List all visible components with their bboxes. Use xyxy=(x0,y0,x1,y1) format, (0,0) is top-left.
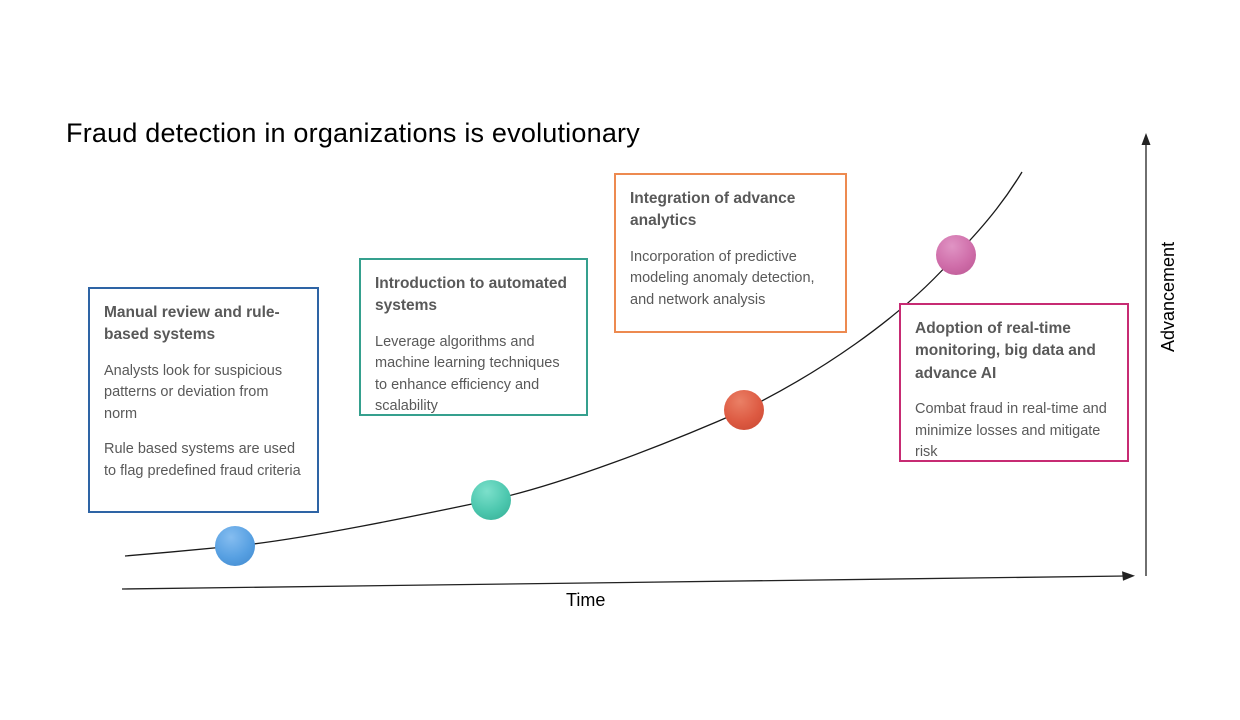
stage-box-1: Manual review and rule-based systems Ana… xyxy=(88,287,319,513)
stage-heading: Integration of advance analytics xyxy=(630,190,796,230)
y-axis-label: Advancement xyxy=(1158,241,1178,352)
stage-paragraph: Combat fraud in real-time and minimize l… xyxy=(915,401,1107,461)
stage-box-3: Integration of advance analytics Incorpo… xyxy=(614,173,847,333)
stage-dot-4 xyxy=(936,235,976,275)
stage-dot-3 xyxy=(724,390,764,430)
stage-paragraph: Leverage algorithms and machine learning… xyxy=(375,333,560,415)
stage-paragraph: Incorporation of predictive modeling ano… xyxy=(630,248,815,308)
x-axis-arrowhead xyxy=(1122,571,1135,581)
stage-paragraph: Rule based systems are used to flag pred… xyxy=(104,441,301,479)
page-title: Fraud detection in organizations is evol… xyxy=(66,118,640,148)
stage-heading: Manual review and rule-based systems xyxy=(104,304,280,344)
stage-dot-1 xyxy=(215,526,255,566)
x-axis-line xyxy=(121,575,1127,590)
stage-box-2: Introduction to automated systems Levera… xyxy=(359,258,588,416)
stage-dot-2 xyxy=(471,480,511,520)
y-axis-arrowhead xyxy=(1141,133,1151,145)
x-axis-label: Time xyxy=(566,590,606,610)
stage-heading: Adoption of real-time monitoring, big da… xyxy=(915,320,1096,382)
stage-box-4: Adoption of real-time monitoring, big da… xyxy=(899,303,1129,462)
stage-paragraph: Analysts look for suspicious patterns or… xyxy=(104,362,283,422)
stage-heading: Introduction to automated systems xyxy=(375,275,568,315)
